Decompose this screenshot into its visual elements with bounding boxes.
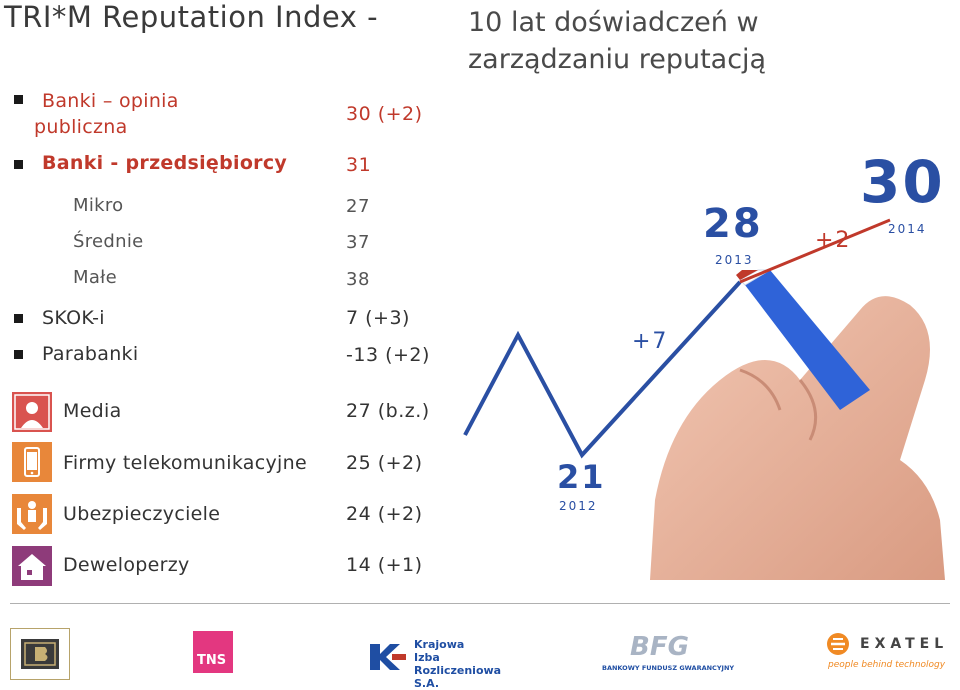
row-label-media: Media — [63, 400, 122, 422]
chart-year-2013: 2013 — [715, 253, 754, 267]
tns-logo-text: TNS — [197, 653, 227, 668]
chart-year-2014: 2014 — [888, 222, 927, 236]
chart-point-label-2014: 30 — [860, 148, 945, 216]
kir-line-1: Krajowa — [414, 638, 465, 651]
page-subtitle: 10 lat doświadczeń w zarządzaniu reputac… — [468, 4, 766, 78]
row-value-media: 27 (b.z.) — [346, 400, 430, 422]
row-value-banki-przed: 31 — [346, 154, 372, 176]
phone-icon — [12, 442, 52, 482]
hand-chart — [650, 269, 945, 580]
trend-line-2012-2013 — [463, 280, 742, 459]
hand-shape — [650, 296, 945, 580]
row-value-male: 38 — [346, 269, 370, 290]
person-icon — [12, 392, 52, 432]
hands-icon — [12, 494, 52, 534]
label-line: publiczna — [34, 116, 128, 138]
row-label-banki-opinia: Banki – opinia publiczna — [34, 88, 179, 140]
row-value-skok: 7 (+3) — [346, 307, 410, 329]
row-label-parabanki: Parabanki — [42, 343, 139, 365]
chart-point-label-2013: 28 — [703, 201, 763, 247]
row-label-srednie: Średnie — [73, 231, 144, 252]
subtitle-line-2: zarządzaniu reputacją — [468, 44, 767, 75]
row-label-banki-przed: Banki - przedsiębiorcy — [42, 152, 288, 174]
chart-delta-label-7: +7 — [632, 329, 669, 354]
row-label-male: Małe — [73, 267, 117, 288]
chart-delta-label-2: +2 — [815, 228, 852, 253]
row-label-skok: SKOK-i — [42, 307, 105, 329]
exatel-tagline: people behind technology — [828, 660, 946, 670]
row-value-dewel: 14 (+1) — [346, 554, 423, 576]
bfg-logo: BFG BANKOWY FUNDUSZ GWARANCYJNY — [602, 632, 734, 676]
exatel-logo-text: EXATEL — [860, 636, 949, 652]
row-label-dewel: Deweloperzy — [63, 554, 190, 576]
row-value-telekom: 25 (+2) — [346, 452, 423, 474]
trend-line-2013-2014 — [739, 218, 891, 284]
bfg-logo-text: BFG — [630, 632, 689, 662]
chart-point-label-2012: 21 — [557, 458, 606, 496]
bullet-icon — [14, 350, 23, 359]
page-title: TRI*M Reputation Index - — [4, 0, 379, 34]
subtitle-line-1: 10 lat doświadczeń w — [468, 7, 759, 38]
row-value-mikro: 27 — [346, 196, 370, 217]
footer-divider — [10, 603, 950, 604]
kir-line-3: Rozliczeniowa S.A. — [414, 664, 502, 690]
bfg-logo-sub: BANKOWY FUNDUSZ GWARANCYJNY — [602, 664, 735, 672]
chart-year-2012: 2012 — [559, 499, 598, 513]
zbp-logo — [10, 628, 70, 680]
bullet-icon — [14, 314, 23, 323]
trend-line-outline — [459, 277, 745, 466]
row-value-banki-opinia: 30 (+2) — [346, 103, 423, 125]
kir-logo: Krajowa Izba Rozliczeniowa S.A. — [366, 636, 501, 690]
house-icon — [12, 546, 52, 586]
row-label-telekom: Firmy telekomunikacyjne — [63, 452, 307, 474]
label-line: Banki – opinia — [42, 90, 179, 112]
row-label-ubezp: Ubezpieczyciele — [63, 503, 221, 525]
bullet-icon — [14, 160, 23, 169]
exatel-logo: EXATEL people behind technology — [826, 630, 946, 676]
row-value-srednie: 37 — [346, 232, 370, 253]
row-label-mikro: Mikro — [73, 195, 124, 216]
bullet-icon — [14, 95, 23, 104]
row-value-parabanki: -13 (+2) — [346, 344, 430, 366]
kir-line-2: Izba — [414, 651, 440, 664]
tns-logo: TNS — [193, 631, 233, 673]
row-value-ubezp: 24 (+2) — [346, 503, 423, 525]
